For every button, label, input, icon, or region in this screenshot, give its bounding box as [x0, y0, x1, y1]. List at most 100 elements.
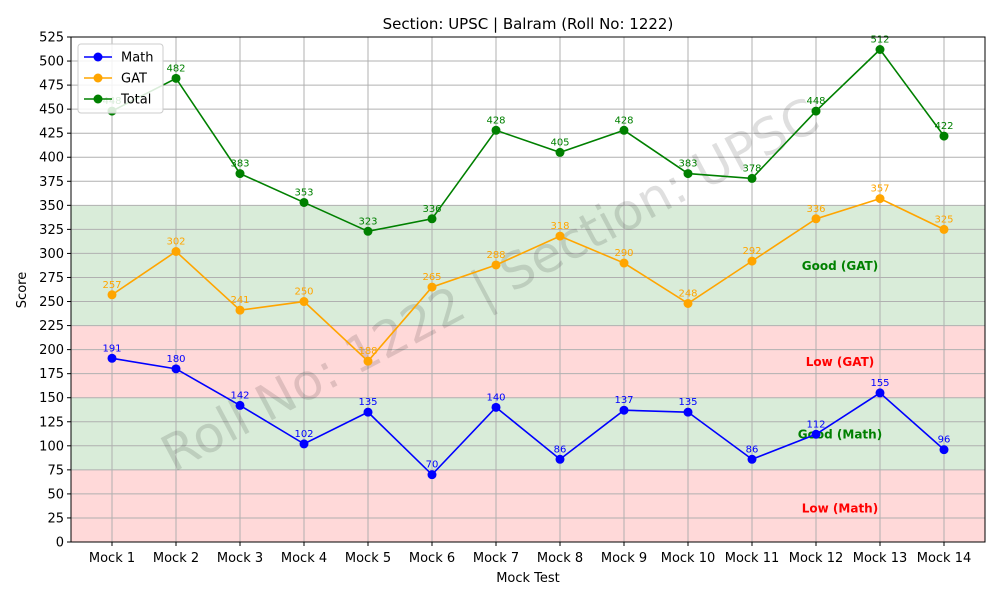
data-point [875, 194, 885, 204]
x-tick-label: Mock 11 [725, 551, 780, 566]
band-label: Good (GAT) [802, 259, 878, 273]
x-tick-label: Mock 2 [153, 551, 199, 566]
data-point [619, 405, 629, 415]
data-point [555, 147, 565, 157]
data-point [171, 73, 181, 83]
y-tick-label: 350 [39, 199, 64, 214]
data-point [939, 131, 949, 141]
band-3 [71, 205, 985, 326]
y-tick-label: 325 [39, 223, 64, 238]
data-label: 288 [486, 250, 505, 261]
data-point [939, 445, 949, 455]
data-point [811, 106, 821, 116]
y-tick-label: 400 [39, 151, 64, 166]
y-tick-label: 225 [39, 319, 64, 334]
data-label: 102 [294, 429, 313, 440]
data-label: 112 [806, 419, 825, 430]
data-label: 428 [614, 115, 633, 126]
y-tick-label: 0 [56, 536, 64, 551]
legend-swatch-marker [93, 73, 103, 83]
band-labels: Low (Math) Good (Math) Low (GAT) Good (GAT) [798, 259, 882, 515]
data-label: 512 [870, 35, 889, 46]
y-tick-label: 450 [39, 103, 64, 118]
data-label: 86 [554, 444, 567, 455]
data-point [747, 173, 757, 183]
data-point [875, 388, 885, 398]
series-total: 4484823833533233364284054283833784485124… [102, 35, 954, 236]
data-label: 292 [742, 246, 761, 257]
x-tick-label: Mock 5 [345, 551, 391, 566]
series-line [111, 48, 945, 233]
y-tick-label: 425 [39, 127, 64, 142]
data-point [555, 231, 565, 241]
data-label: 383 [678, 159, 697, 170]
y-tick-label: 500 [39, 55, 64, 70]
data-point [107, 290, 117, 300]
data-point [363, 407, 373, 417]
y-tick-label: 250 [39, 295, 64, 310]
series-line [111, 197, 945, 363]
data-label: 70 [426, 460, 439, 471]
data-point [171, 247, 181, 257]
data-label: 241 [230, 295, 249, 306]
data-label: 428 [486, 115, 505, 126]
y-tick-label: 25 [47, 511, 64, 526]
data-label: 250 [294, 287, 313, 298]
data-label: 290 [614, 248, 633, 259]
band-2 [71, 325, 985, 398]
data-label: 482 [166, 63, 185, 74]
y-tick-label: 100 [39, 439, 64, 454]
data-label: 353 [294, 187, 313, 198]
y-tick-label: 150 [39, 391, 64, 406]
data-point [235, 400, 245, 410]
data-label: 336 [806, 204, 825, 215]
data-point [427, 470, 437, 480]
data-point [683, 407, 693, 417]
data-label: 86 [746, 444, 759, 455]
band-label: Good (Math) [798, 427, 882, 441]
data-label: 257 [102, 280, 121, 291]
x-tick-label: Mock 7 [473, 551, 519, 566]
data-point [811, 214, 821, 224]
x-tick-label: Mock 8 [537, 551, 583, 566]
series: 191 180 142 102 135 70 140 86 137 135 86 112 155 96 25… [102, 35, 954, 480]
data-label: 188 [358, 346, 377, 357]
data-label: 137 [614, 395, 633, 406]
data-label: 336 [422, 204, 441, 215]
data-label: 383 [230, 159, 249, 170]
plot-frame [70, 36, 986, 543]
data-point [235, 169, 245, 179]
legend-entry: GAT [121, 72, 147, 87]
band-0 [71, 469, 985, 542]
data-label: 422 [934, 121, 953, 132]
x-tick-label: Mock 10 [661, 551, 716, 566]
data-point [363, 226, 373, 236]
band-label: Low (GAT) [806, 355, 875, 369]
data-label: 135 [678, 397, 697, 408]
x-tick-label: Mock 9 [601, 551, 647, 566]
data-label: 248 [678, 288, 697, 299]
y-tick-label: 300 [39, 247, 64, 262]
data-point [427, 214, 437, 224]
data-label: 323 [358, 216, 377, 227]
data-point [491, 402, 501, 412]
legend-entry: Total [120, 93, 151, 108]
x-tick-label: Mock 12 [789, 551, 844, 566]
data-label: 155 [870, 378, 889, 389]
y-tick-label: 375 [39, 175, 64, 190]
y-tick-label: 125 [39, 415, 64, 430]
x-tick-label: Mock 6 [409, 551, 455, 566]
data-point [875, 45, 885, 55]
data-point [299, 439, 309, 449]
band-label: Low (Math) [802, 501, 878, 515]
series-math: 191 180 142 102 135 70 140 86 137 135 86 112 155 96 [102, 343, 950, 480]
legend-entry: Math [121, 51, 154, 66]
data-point [747, 256, 757, 266]
y-tick-label: 525 [39, 31, 64, 46]
y-tick-label: 50 [47, 487, 64, 502]
data-label: 318 [550, 221, 569, 232]
series-line [111, 357, 945, 476]
data-point [363, 356, 373, 366]
y-tick-label: 275 [39, 271, 64, 286]
